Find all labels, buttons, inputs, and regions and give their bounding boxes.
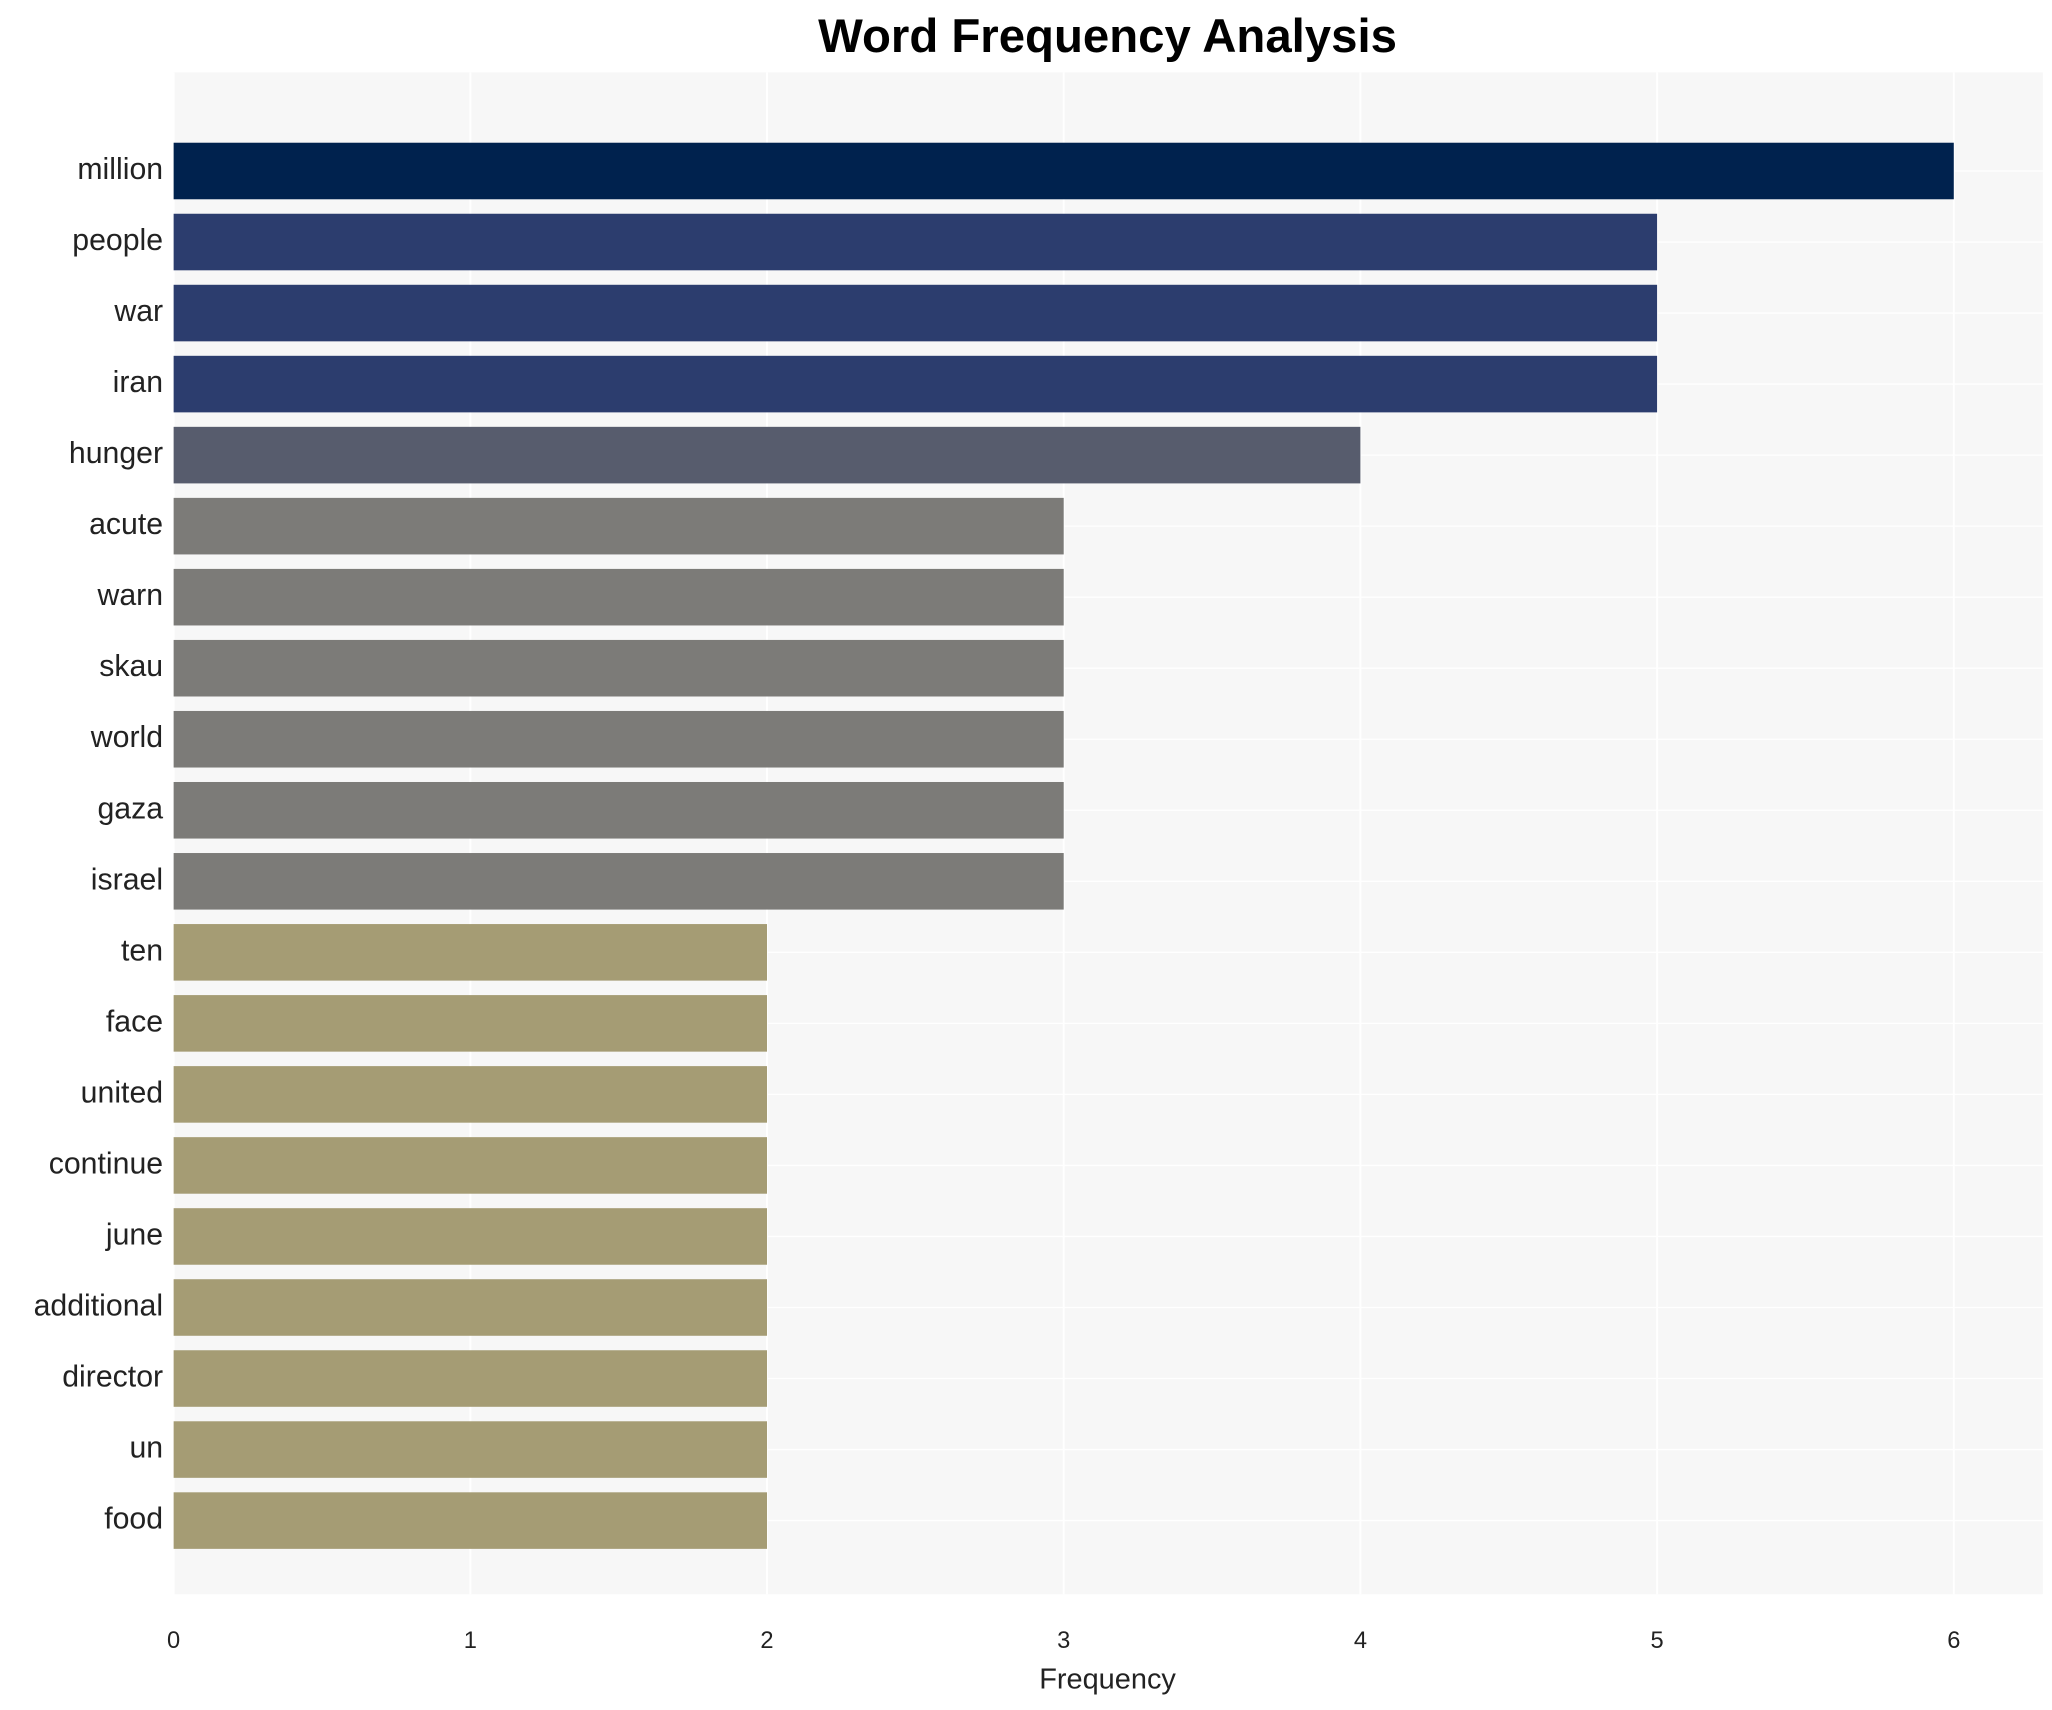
bar xyxy=(173,710,1064,768)
bar xyxy=(173,284,1658,342)
y-tick-label: million xyxy=(77,153,163,186)
x-tick-label: 0 xyxy=(167,1628,180,1654)
y-tick-label: skau xyxy=(99,650,163,683)
bar xyxy=(173,426,1361,484)
bar xyxy=(173,497,1064,555)
bar xyxy=(173,1066,768,1123)
x-tick-label: 4 xyxy=(1354,1628,1367,1654)
y-tick-label: acute xyxy=(89,508,163,541)
y-tick-label: world xyxy=(90,721,163,754)
bar xyxy=(173,1208,768,1265)
bar xyxy=(173,924,768,981)
y-tick-label: ten xyxy=(121,934,163,967)
bar xyxy=(173,1350,768,1407)
x-tick-label: 6 xyxy=(1947,1628,1960,1654)
y-tick-label: united xyxy=(81,1076,163,1109)
x-tick-label: 2 xyxy=(760,1628,773,1654)
y-tick-label: hunger xyxy=(69,437,163,470)
y-tick-label: iran xyxy=(113,366,163,399)
bar xyxy=(173,1279,768,1336)
x-tick-label: 5 xyxy=(1651,1628,1664,1654)
bar xyxy=(173,142,1954,200)
bar xyxy=(173,568,1064,626)
y-tick-label: face xyxy=(106,1005,163,1038)
y-tick-label: gaza xyxy=(97,792,163,825)
bar xyxy=(173,1137,768,1194)
bar xyxy=(173,1492,768,1549)
chart-title: Word Frequency Analysis xyxy=(818,10,1397,63)
bar xyxy=(173,639,1064,697)
x-axis-label: Frequency xyxy=(1039,1664,1176,1696)
y-tick-label: un xyxy=(129,1432,163,1465)
y-tick-label: june xyxy=(105,1218,163,1251)
x-tick-label: 3 xyxy=(1057,1628,1070,1654)
y-tick-label: director xyxy=(62,1361,163,1394)
bar xyxy=(173,781,1064,839)
y-tick-label: food xyxy=(104,1503,163,1536)
bar xyxy=(173,995,768,1052)
bar xyxy=(173,355,1658,413)
y-tick-label: people xyxy=(72,224,163,257)
y-tick-label: war xyxy=(113,295,163,328)
y-tick-label: israel xyxy=(91,863,163,896)
y-tick-label: warn xyxy=(97,579,164,612)
bar xyxy=(173,853,1064,910)
y-tick-label: continue xyxy=(49,1147,163,1180)
y-tick-label: additional xyxy=(34,1289,164,1322)
x-tick-label: 1 xyxy=(464,1628,477,1654)
bar xyxy=(173,1421,768,1478)
bar xyxy=(173,213,1658,271)
